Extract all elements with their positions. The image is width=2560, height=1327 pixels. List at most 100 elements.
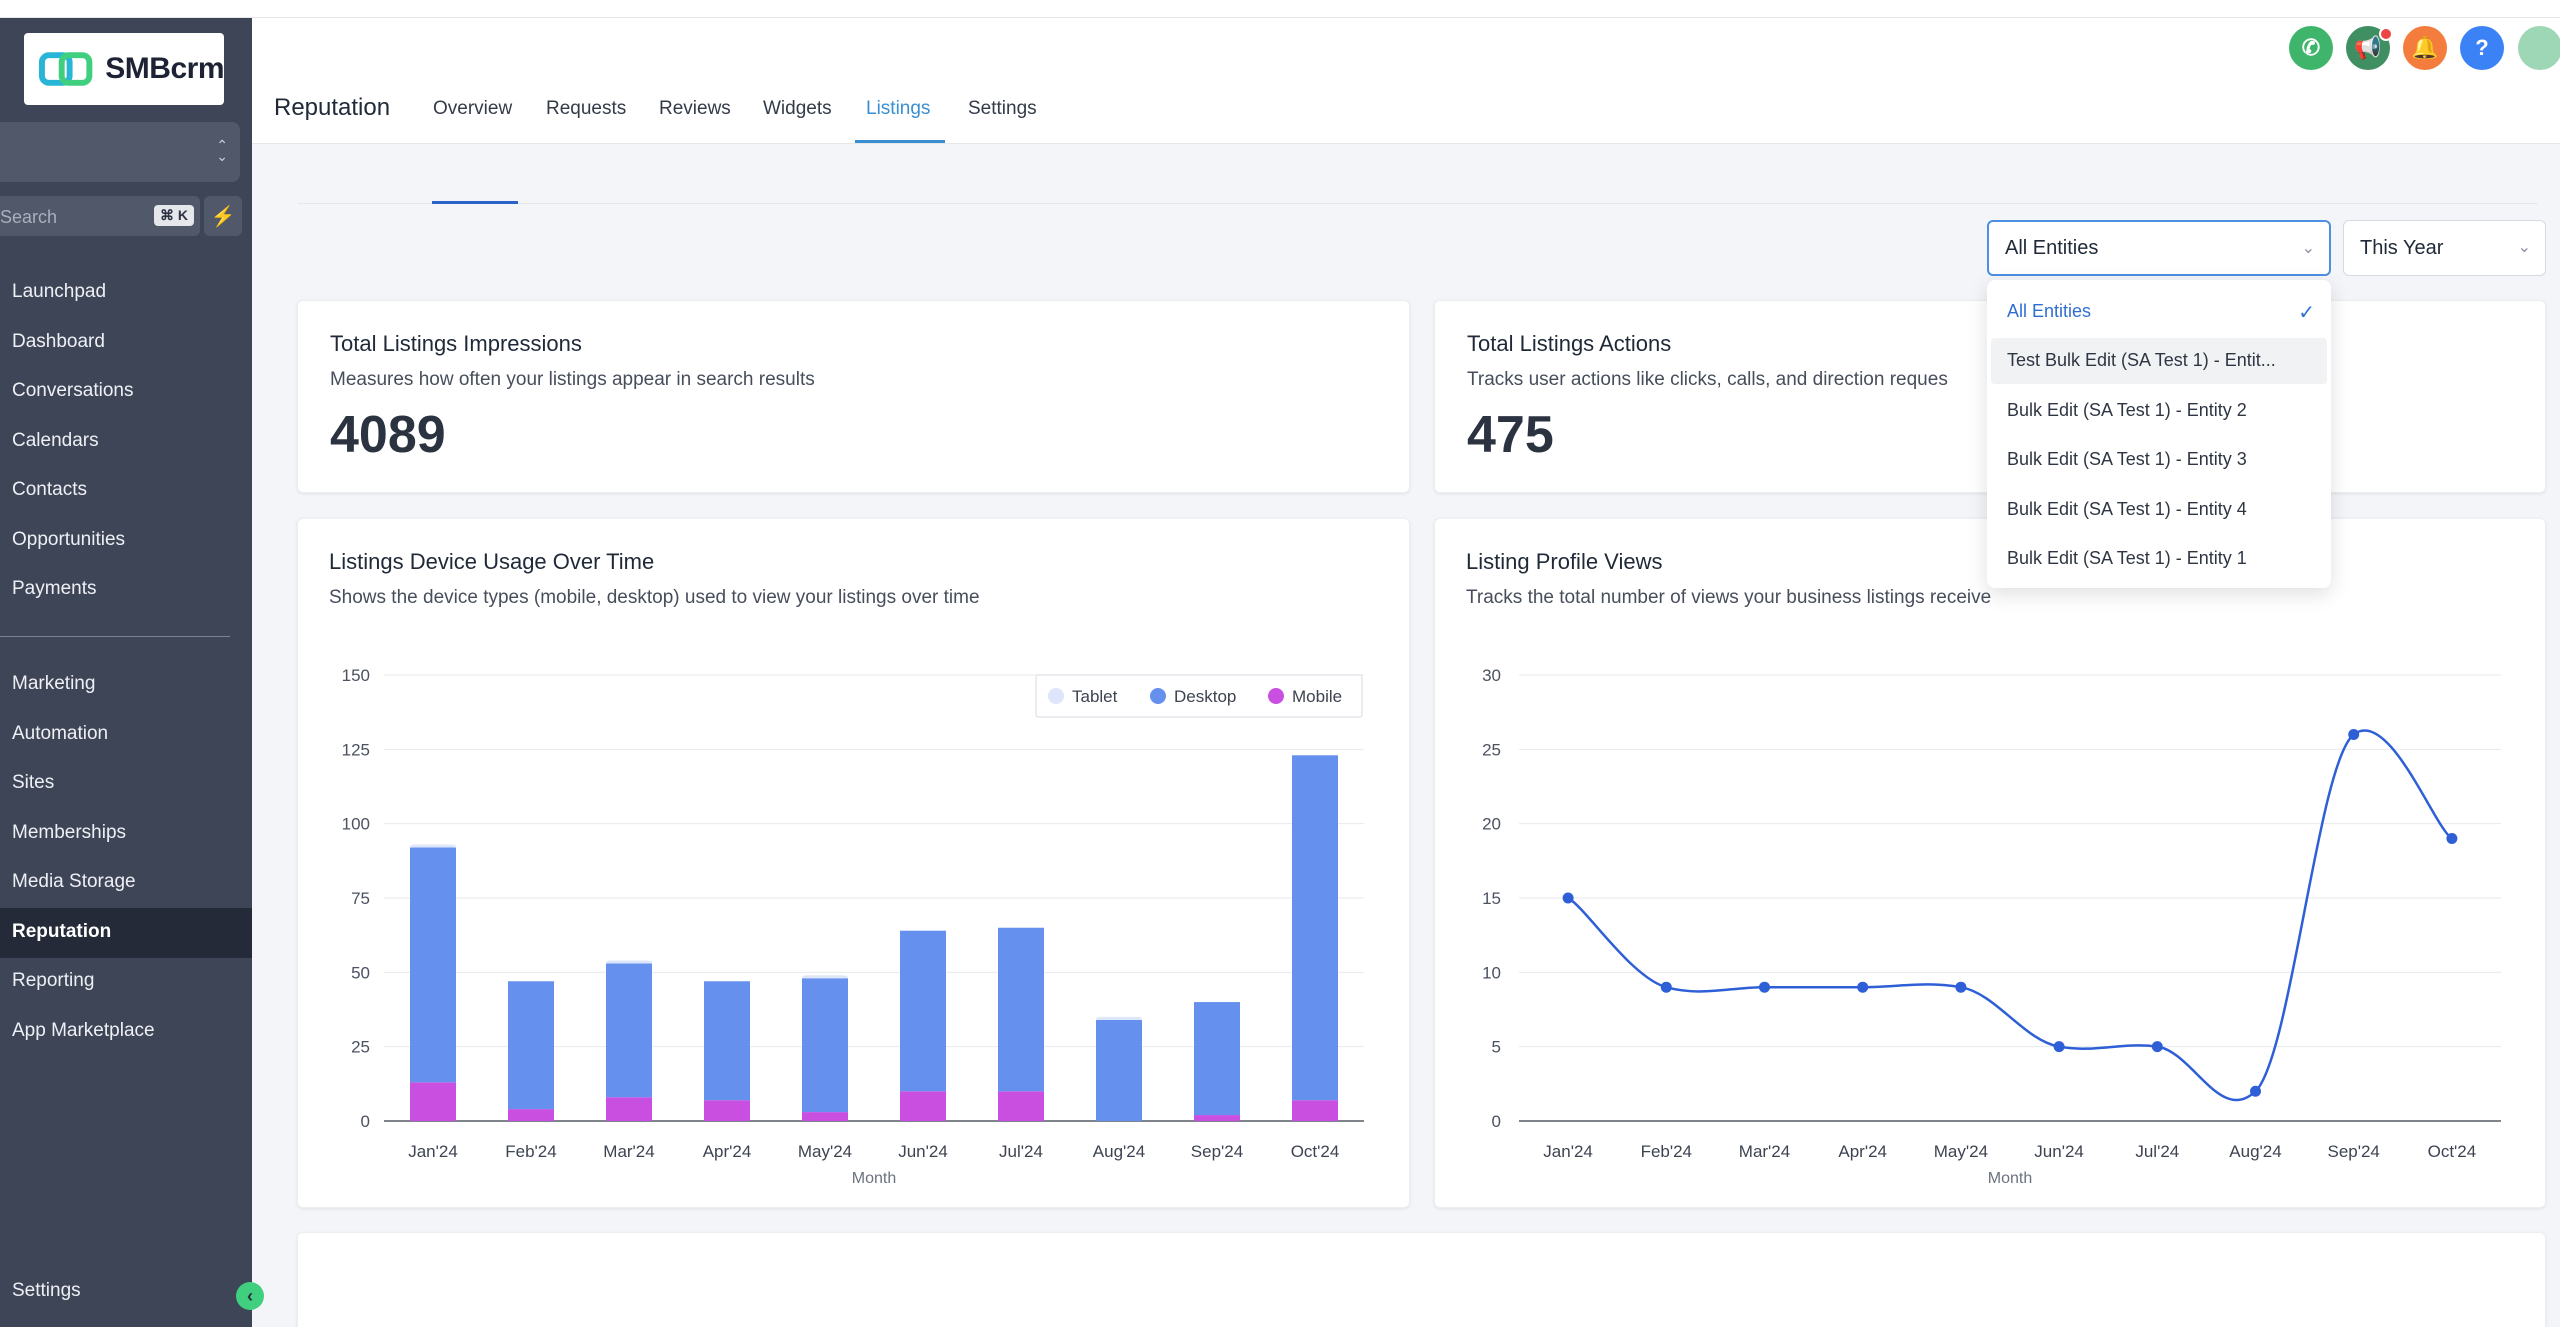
entity-option[interactable]: Bulk Edit (SA Test 1) - Entity 2: [2007, 399, 2247, 420]
sidebar-item-conversations[interactable]: Conversations: [12, 380, 134, 401]
y-tick-label: 0: [361, 1112, 370, 1131]
entity-option[interactable]: Test Bulk Edit (SA Test 1) - Entit...: [1991, 337, 2327, 384]
sidebar-item-reputation[interactable]: Reputation: [12, 920, 112, 942]
series-line: [1567, 729, 2453, 1102]
period-select[interactable]: This Year ⌄: [2343, 220, 2546, 276]
bolt-icon: ⚡: [210, 205, 236, 228]
profile-views-card: Listing Profile Views Tracks the total n…: [1434, 518, 2546, 1208]
quick-actions-button[interactable]: ⚡: [204, 196, 242, 236]
sidebar-item-payments[interactable]: Payments: [12, 578, 97, 599]
device-usage-subtitle: Shows the device types (mobile, desktop)…: [329, 587, 980, 608]
tab-overview[interactable]: Overview: [433, 98, 513, 119]
x-tick-label: May'24: [1934, 1142, 1988, 1161]
tab-widgets[interactable]: Widgets: [763, 98, 832, 119]
bar-desktop: [704, 981, 750, 1101]
chevron-down-icon: ⌄: [2301, 240, 2315, 257]
bar-desktop: [802, 978, 848, 1113]
sidebar-item-media-storage[interactable]: Media Storage: [12, 871, 136, 892]
x-tick-label: Jul'24: [999, 1142, 1043, 1161]
bar-desktop: [508, 981, 554, 1110]
entity-select-value: All Entities: [2005, 236, 2099, 259]
y-tick-label: 0: [1492, 1112, 1501, 1131]
data-point: [1857, 981, 1869, 993]
bottom-card: [297, 1232, 2546, 1327]
avatar[interactable]: [2518, 26, 2560, 70]
impressions-subtitle: Measures how often your listings appear …: [330, 369, 815, 390]
data-point: [1660, 981, 1672, 993]
x-tick-label: Oct'24: [2428, 1142, 2477, 1161]
y-tick-label: 25: [351, 1038, 370, 1057]
profile-views-title: Listing Profile Views: [1466, 549, 1663, 574]
sidebar-item-app-marketplace[interactable]: App Marketplace: [12, 1019, 155, 1041]
y-tick-label: 5: [1492, 1038, 1501, 1057]
bar-mobile: [704, 1100, 750, 1121]
search-placeholder: Search: [0, 207, 58, 227]
data-point: [2250, 1085, 2261, 1097]
location-switcher[interactable]: ⌃ ⌄: [0, 122, 240, 182]
sidebar-item-dashboard[interactable]: Dashboard: [12, 330, 105, 352]
entity-option[interactable]: Bulk Edit (SA Test 1) - Entity 3: [2007, 449, 2247, 469]
data-point: [1759, 981, 1770, 993]
bar-tablet: [1096, 1016, 1142, 1020]
sidebar-item-reporting[interactable]: Reporting: [12, 970, 95, 991]
phone-icon[interactable]: ✆: [2289, 26, 2333, 70]
sidebar-item-opportunities[interactable]: Opportunities: [12, 528, 126, 550]
impressions-title: Total Listings Impressions: [330, 331, 582, 356]
collapse-sidebar-button[interactable]: ‹: [236, 1282, 264, 1310]
sidebar-item-launchpad[interactable]: Launchpad: [12, 281, 107, 302]
subtab-active-underline: [432, 201, 518, 204]
page-title: Reputation: [274, 94, 391, 121]
sidebar-item-contacts[interactable]: Contacts: [12, 479, 87, 500]
bar-mobile: [410, 1082, 456, 1121]
y-tick-label: 150: [342, 666, 370, 685]
notification-dot: [2379, 27, 2393, 41]
tab-reviews[interactable]: Reviews: [659, 98, 731, 119]
impressions-card: Total Listings Impressions Measures how …: [297, 300, 1410, 493]
bell-icon[interactable]: 🔔: [2403, 26, 2447, 70]
tab-settings[interactable]: Settings: [968, 98, 1037, 119]
smbcrm-logo-icon: [38, 52, 93, 86]
tab-requests[interactable]: Requests: [546, 98, 627, 119]
brand-logo[interactable]: SMBcrm: [24, 33, 224, 105]
bar-mobile: [900, 1091, 946, 1121]
x-tick-label: Jun'24: [898, 1142, 948, 1161]
legend-swatch-tablet: [1048, 688, 1064, 704]
entity-option[interactable]: Bulk Edit (SA Test 1) - Entity 4: [2007, 498, 2247, 519]
legend-label: Desktop: [1174, 687, 1236, 706]
bar-desktop: [998, 927, 1044, 1092]
bar-desktop: [900, 930, 946, 1092]
tab-listings[interactable]: Listings: [866, 98, 931, 119]
x-tick-label: Aug'24: [2229, 1142, 2281, 1161]
sidebar-item-sites[interactable]: Sites: [12, 772, 55, 793]
bar-desktop: [410, 847, 456, 1083]
entity-select[interactable]: All Entities ⌄: [1987, 220, 2331, 276]
sidebar-search-input[interactable]: Search ⌘ K: [0, 196, 200, 236]
y-tick-label: 25: [1482, 740, 1501, 759]
sidebar-item-calendars[interactable]: Calendars: [12, 429, 99, 451]
actions-subtitle: Tracks user actions like clicks, calls, …: [1467, 369, 1948, 390]
x-tick-label: May'24: [798, 1142, 852, 1161]
sidebar-item-settings[interactable]: Settings: [12, 1280, 81, 1301]
bar-tablet: [802, 975, 848, 979]
y-tick-label: 30: [1482, 666, 1501, 685]
data-point: [2053, 1041, 2065, 1053]
x-tick-label: Apr'24: [703, 1142, 752, 1161]
brand-name: SMBcrm: [105, 52, 224, 85]
check-icon: ✓: [2298, 302, 2315, 324]
x-tick-label: Oct'24: [1291, 1142, 1340, 1161]
data-point: [2446, 833, 2458, 845]
entity-option[interactable]: All Entities ✓: [2007, 300, 2315, 325]
x-tick-label: Jan'24: [408, 1142, 458, 1161]
entity-option[interactable]: Bulk Edit (SA Test 1) - Entity 1: [2007, 548, 2247, 568]
sidebar-item-automation[interactable]: Automation: [12, 722, 109, 744]
sidebar-item-marketing[interactable]: Marketing: [12, 673, 96, 694]
search-shortcut-badge: ⌘ K: [154, 205, 194, 226]
y-tick-label: 75: [351, 889, 370, 908]
help-icon[interactable]: ?: [2460, 26, 2504, 70]
legend-swatch-mobile: [1268, 688, 1284, 704]
legend-swatch-desktop: [1150, 688, 1166, 704]
sidebar-item-memberships[interactable]: Memberships: [12, 821, 127, 843]
bar-mobile: [606, 1097, 652, 1121]
x-axis-title: Month: [1988, 1170, 2032, 1187]
